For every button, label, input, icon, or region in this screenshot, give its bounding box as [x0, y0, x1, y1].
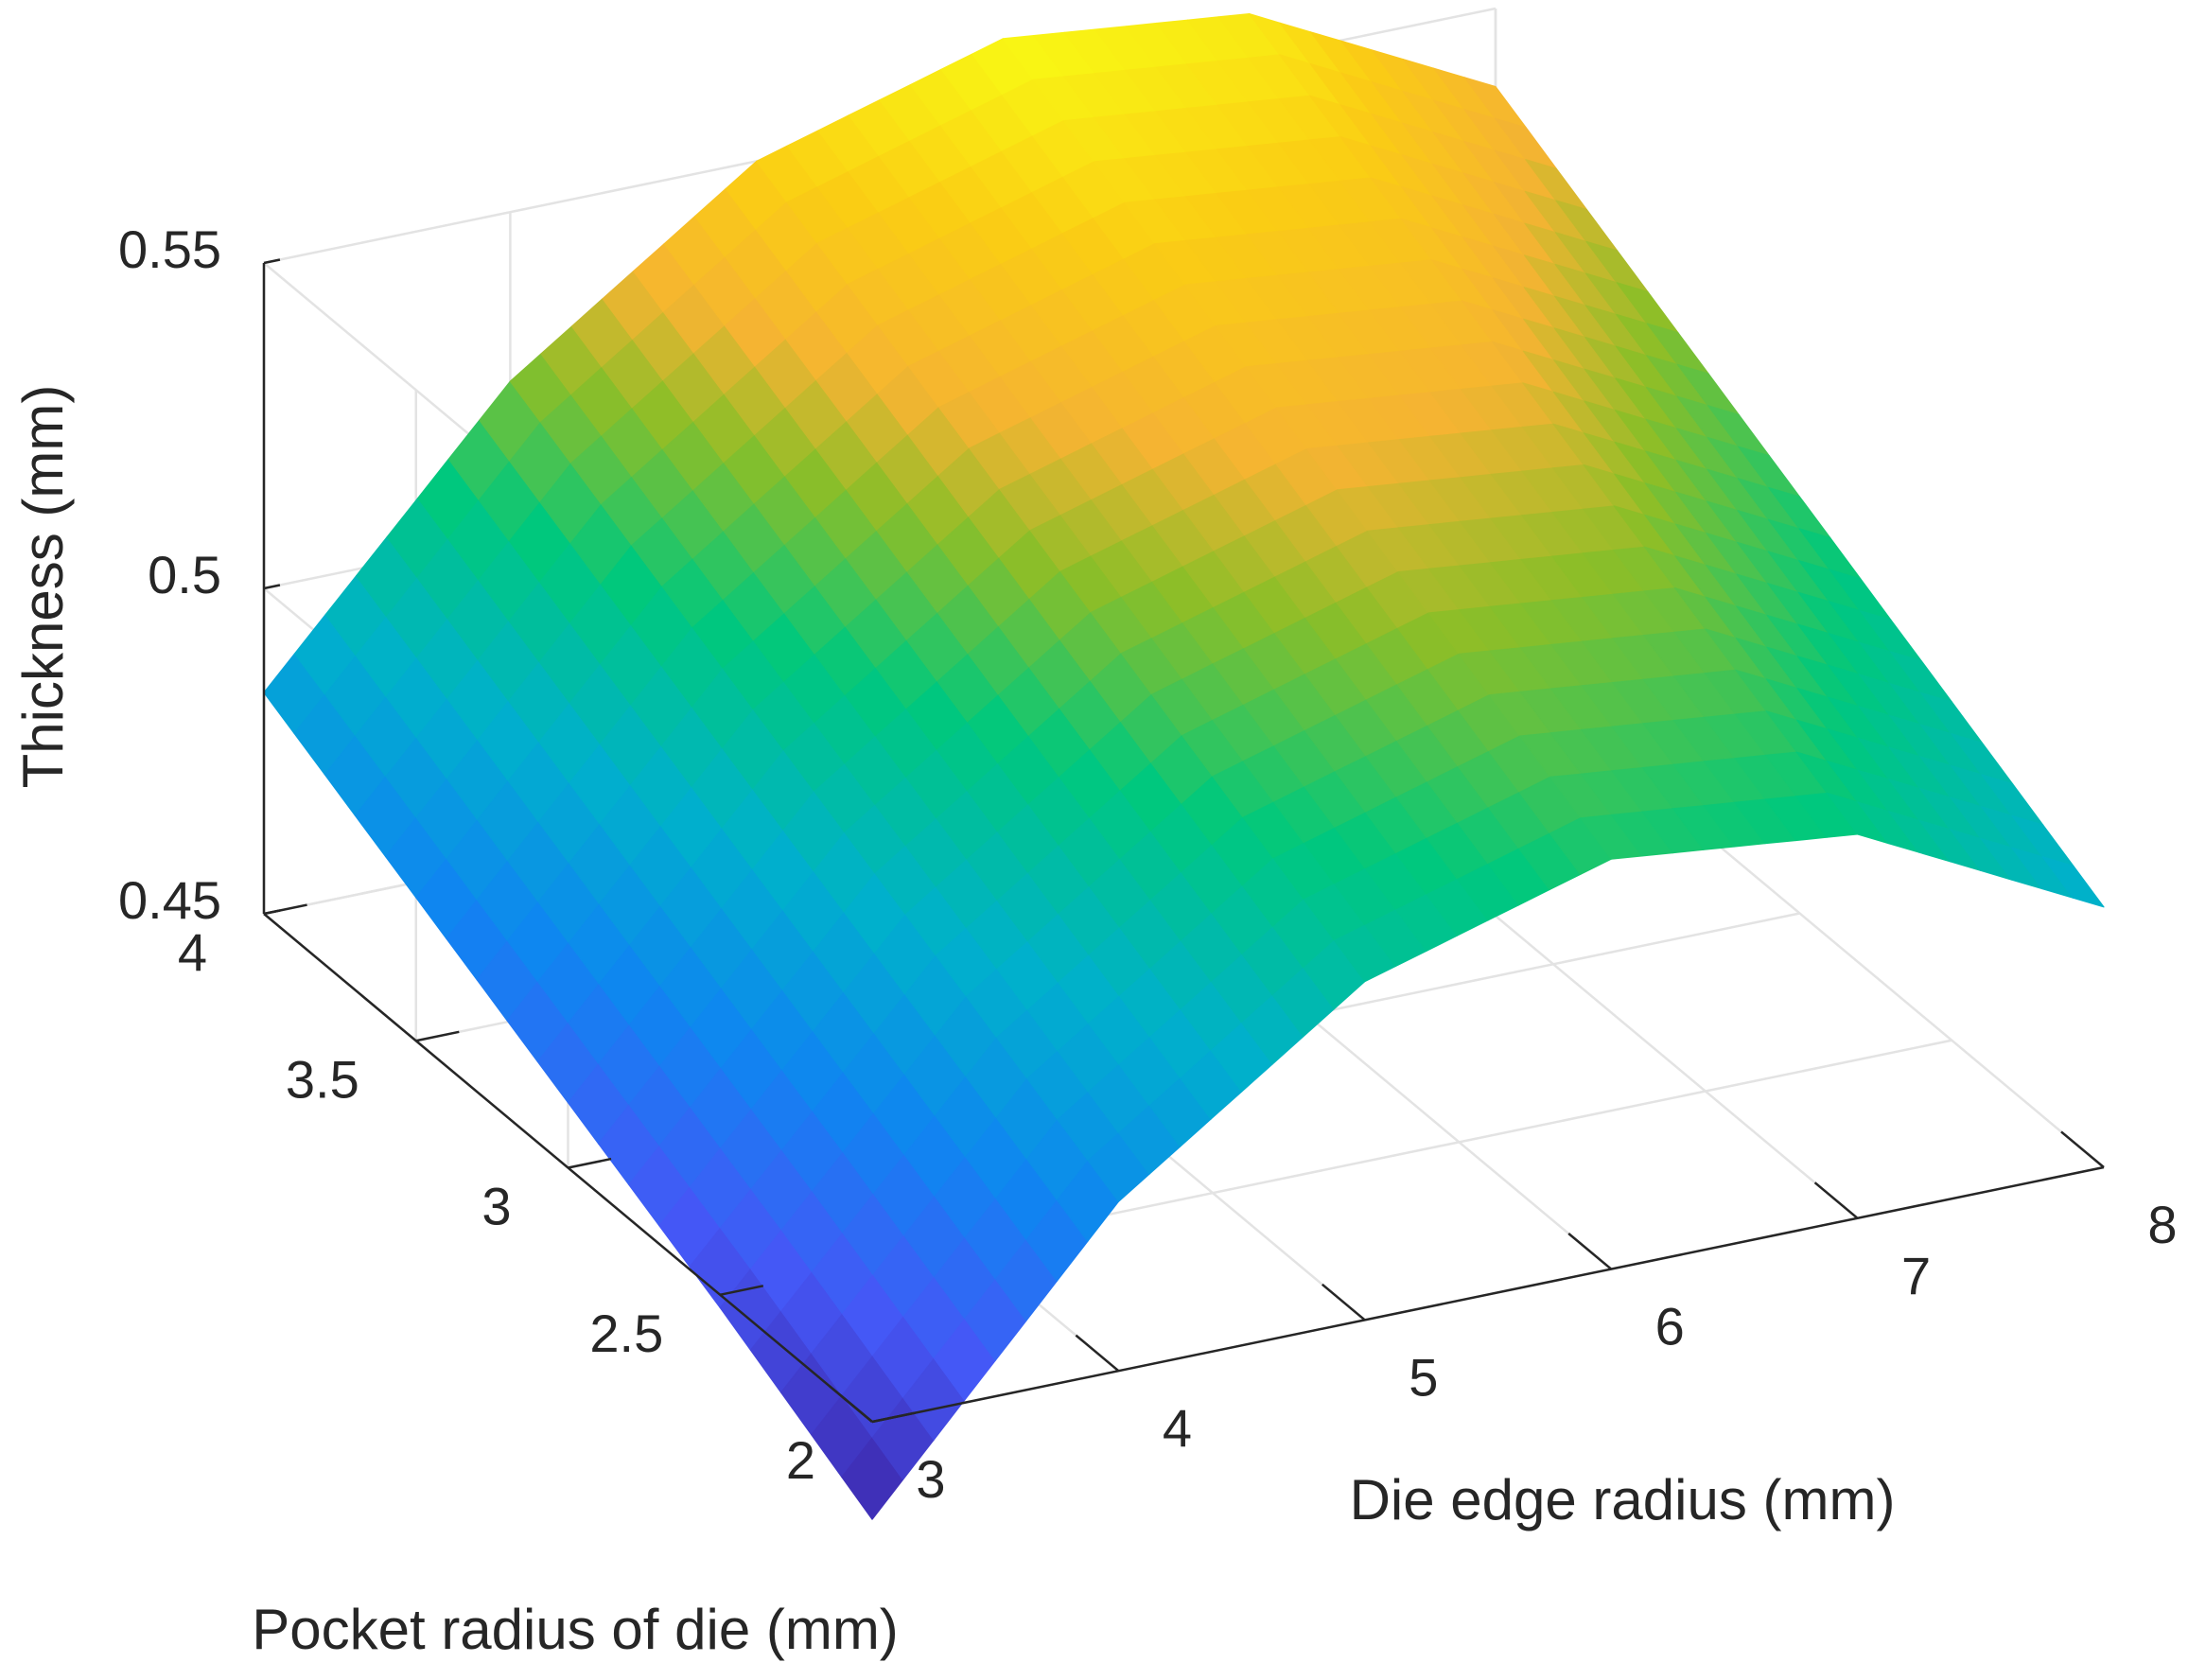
y-tick — [415, 1030, 460, 1042]
z-tick — [263, 909, 281, 916]
x-tick-label: 4 — [1163, 1398, 1192, 1458]
x-tick — [1075, 1334, 1120, 1373]
z-tick-label: 0.45 — [118, 870, 221, 930]
z-tick — [263, 584, 281, 590]
z-tick-label: 0.55 — [118, 219, 221, 279]
x-axis-line — [871, 1165, 2105, 1424]
surface-layer — [263, 13, 2105, 1520]
x-axis-label: Die edge radius (mm) — [1350, 1468, 1896, 1531]
surface-patch — [2041, 856, 2105, 908]
y-tick-label: 2 — [786, 1430, 815, 1490]
x-tick — [2060, 1130, 2105, 1168]
x-tick-label: 6 — [1655, 1297, 1685, 1356]
x-tick-label: 5 — [1409, 1347, 1438, 1407]
x-tick-label: 3 — [916, 1449, 945, 1509]
y-tick-label: 2.5 — [589, 1304, 663, 1363]
y-tick-label: 4 — [178, 922, 207, 982]
labels-layer: Die edge radius (mm) Pocket radius of di… — [11, 385, 1895, 1661]
z-axis-label: Thickness (mm) — [11, 385, 75, 789]
y-tick-label: 3.5 — [286, 1049, 359, 1109]
y-tick-label: 3 — [481, 1177, 511, 1236]
x-tick — [1813, 1181, 1859, 1219]
y-tick — [871, 1411, 916, 1424]
x-tick-label: 8 — [2147, 1195, 2177, 1254]
x-tick-label: 7 — [1901, 1246, 1931, 1305]
z-tick-label: 0.5 — [148, 545, 221, 604]
x-tick — [829, 1385, 873, 1423]
z-tick — [263, 258, 281, 265]
y-axis-label: Pocket radius of die (mm) — [252, 1598, 899, 1661]
x-tick — [1321, 1283, 1366, 1321]
y-tick — [568, 1157, 612, 1169]
y-tick — [719, 1285, 764, 1296]
x-tick — [1567, 1233, 1613, 1270]
